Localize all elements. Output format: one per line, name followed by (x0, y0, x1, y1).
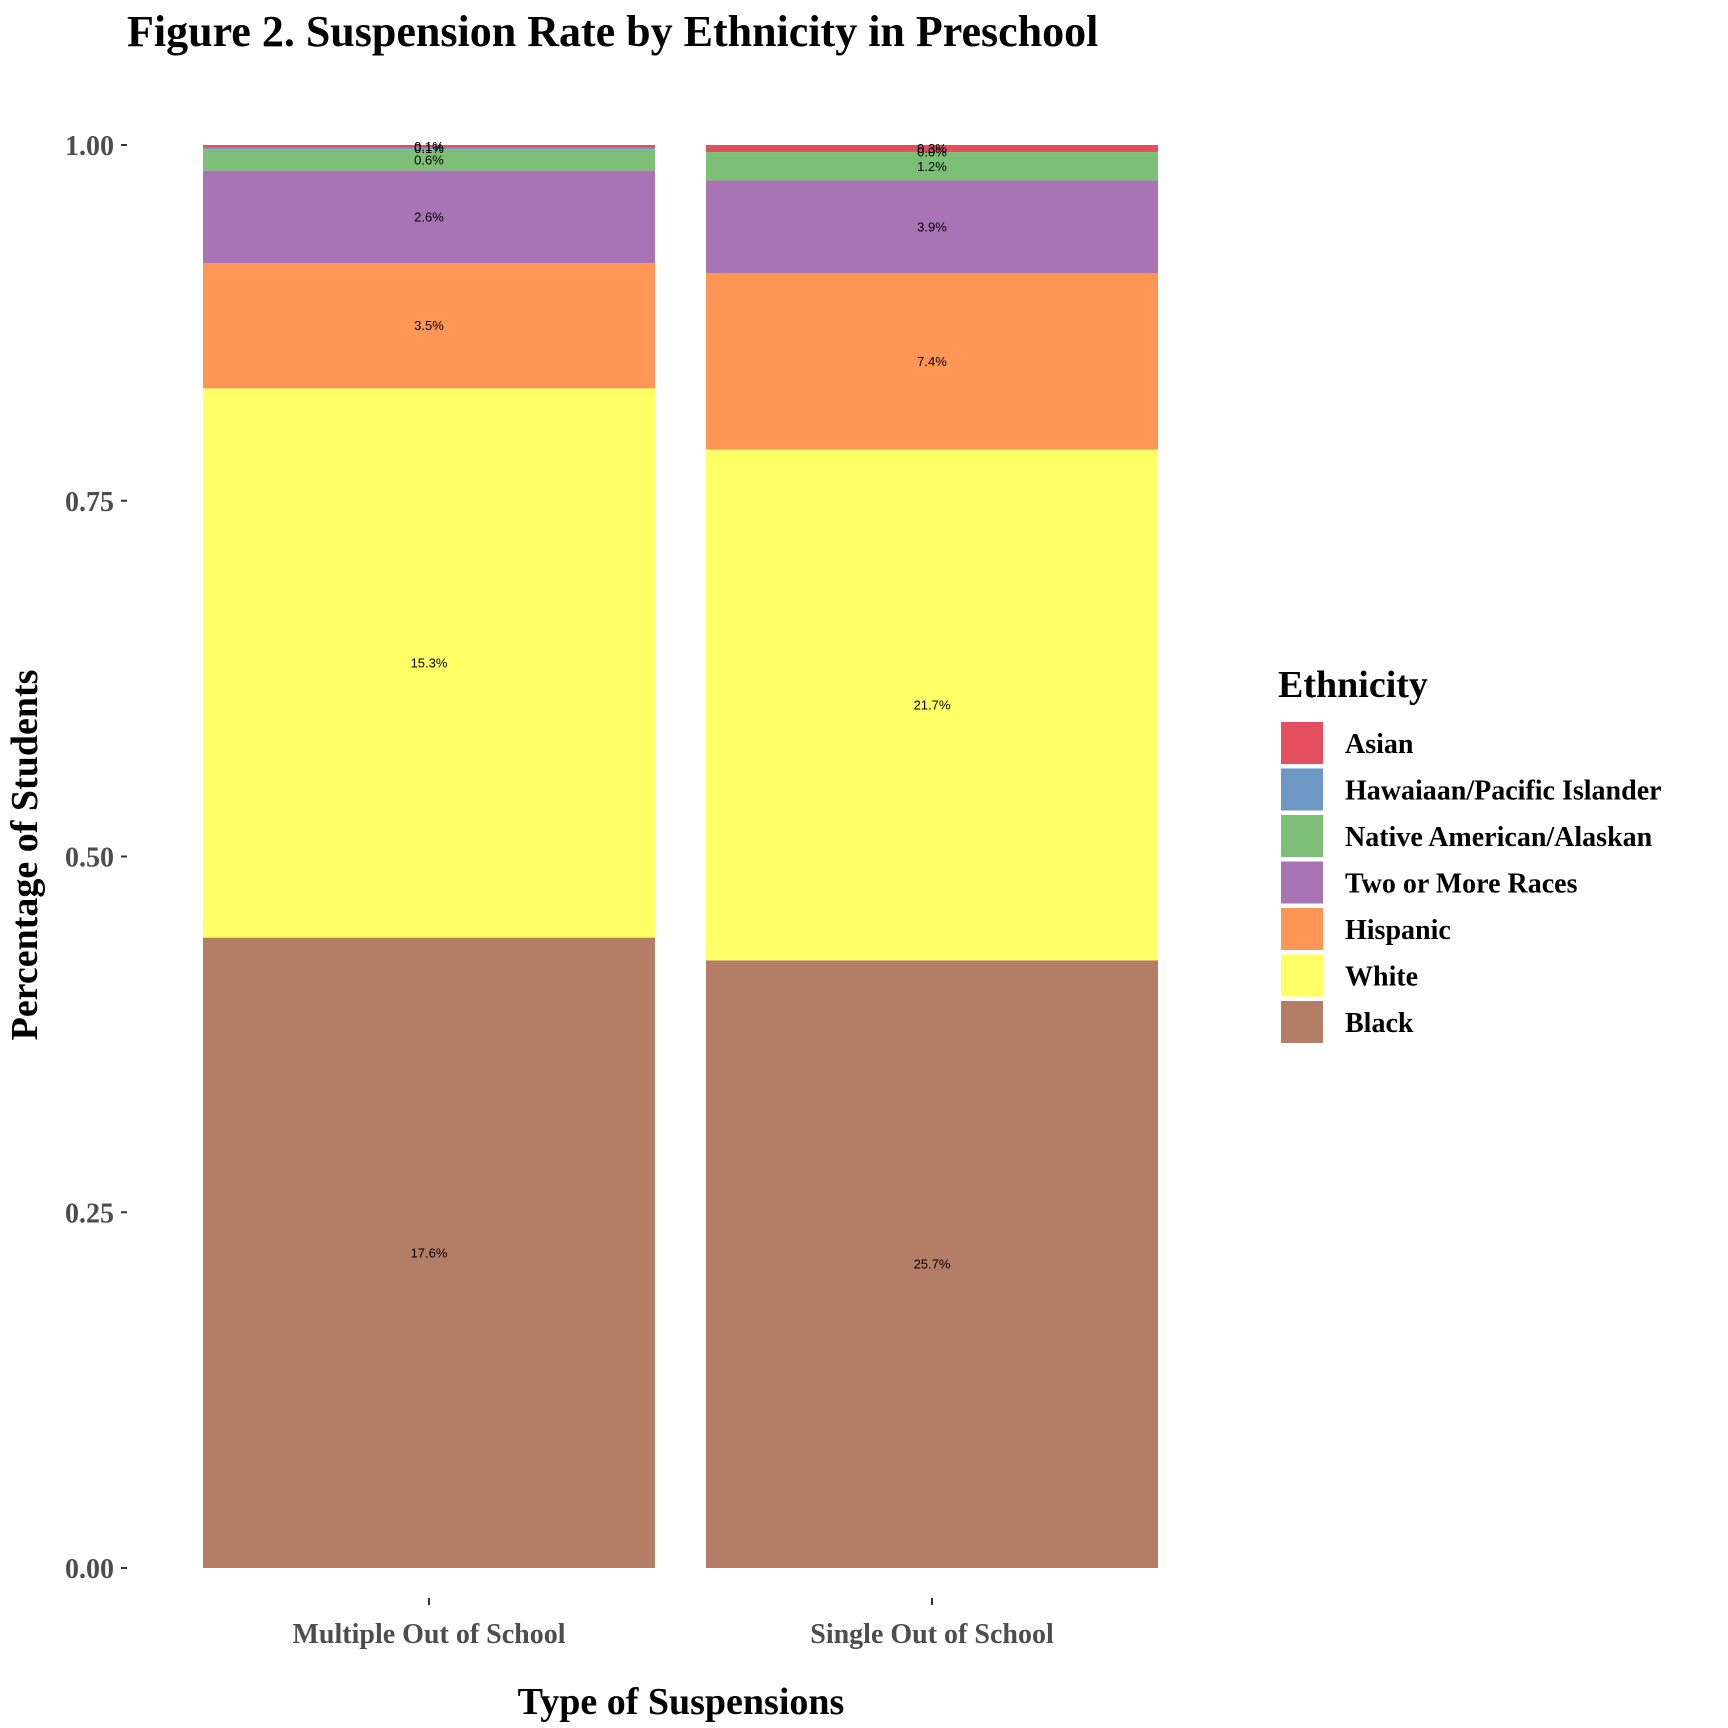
segment-label: 21.7% (914, 697, 951, 712)
segment-label: 3.9% (917, 219, 947, 234)
legend-label: Hispanic (1345, 915, 1451, 946)
x-tick-label: Multiple Out of School (292, 1619, 565, 1650)
bar-segment-asian-1 (203, 145, 655, 148)
legend-title: Ethnicity (1278, 664, 1428, 706)
segment-label: 17.6% (411, 1245, 448, 1260)
segment-label: 0.1% (414, 141, 444, 156)
bar-segment-two-or-more-races-1 (203, 170, 655, 264)
segment-label: 0.1% (414, 139, 444, 154)
y-tick-label: 0.75 (65, 487, 114, 518)
legend-swatch (1281, 861, 1323, 904)
segment-label: 0.3% (917, 141, 947, 156)
bar-segment-black-1 (203, 937, 655, 1568)
bar-segment-hawaiaan-pacific-islander-1 (203, 147, 655, 150)
x-axis-title: Type of Suspensions (518, 1681, 845, 1723)
legend-swatch (1281, 1001, 1323, 1043)
legend-swatch (1281, 908, 1323, 950)
legend-swatch (1281, 722, 1323, 764)
bar-segment-white-2 (706, 449, 1158, 961)
segment-label: 0.6% (414, 152, 444, 167)
bar-segment-two-or-more-races-2 (706, 180, 1158, 274)
segment-label: 0.0% (917, 145, 947, 160)
y-axis-title: Percentage of Students (4, 670, 46, 1041)
y-axis: 0.00 0.25 0.50 0.75 1.00 (65, 131, 127, 1585)
legend-swatch (1281, 768, 1323, 811)
legend-label: White (1345, 962, 1418, 993)
legend-label: Asian (1345, 729, 1414, 760)
legend-label: Hawaiaan/Pacific Islander (1345, 776, 1662, 807)
bar-segment-hispanic-2 (706, 273, 1158, 450)
legend-label: Black (1345, 1008, 1414, 1039)
bar-segment-asian-2 (706, 145, 1158, 153)
segment-label: 2.6% (414, 209, 444, 224)
segment-label: 3.5% (414, 318, 444, 333)
y-tick-label: 0.00 (65, 1554, 114, 1585)
segment-label: 7.4% (917, 354, 947, 369)
segment-label: 25.7% (914, 1257, 951, 1272)
y-tick-label: 1.00 (65, 131, 114, 162)
bar-segment-hispanic-1 (203, 263, 655, 389)
legend-swatch (1281, 815, 1323, 857)
chart-title: Figure 2. Suspension Rate by Ethnicity i… (127, 7, 1098, 56)
y-tick-label: 0.50 (65, 843, 114, 874)
x-tick-label: Single Out of School (810, 1619, 1054, 1650)
segment-label: 1.2% (917, 159, 947, 174)
segment-labels-layer: 17.6%15.3%3.5%2.6%0.6%0.1%0.1%25.7%21.7%… (411, 139, 951, 1272)
legend-label: Native American/Alaskan (1345, 822, 1653, 853)
bars-layer (203, 145, 1158, 1568)
y-tick-label: 0.25 (65, 1198, 114, 1229)
legend-label: Two or More Races (1345, 869, 1578, 900)
bar-segment-black-2 (706, 960, 1158, 1568)
legend-swatch (1281, 954, 1323, 997)
legend: Ethnicity Asian Hawaiaan/Pacific Islander… (1278, 664, 1662, 1043)
bar-segment-native-american-alaskan-1 (203, 149, 655, 171)
segment-label: 15.3% (411, 655, 448, 670)
bar-segment-native-american-alaskan-2 (706, 152, 1158, 181)
bar-segment-white-1 (203, 388, 655, 938)
x-axis: Multiple Out of School Single Out of Scho… (292, 1598, 1054, 1650)
